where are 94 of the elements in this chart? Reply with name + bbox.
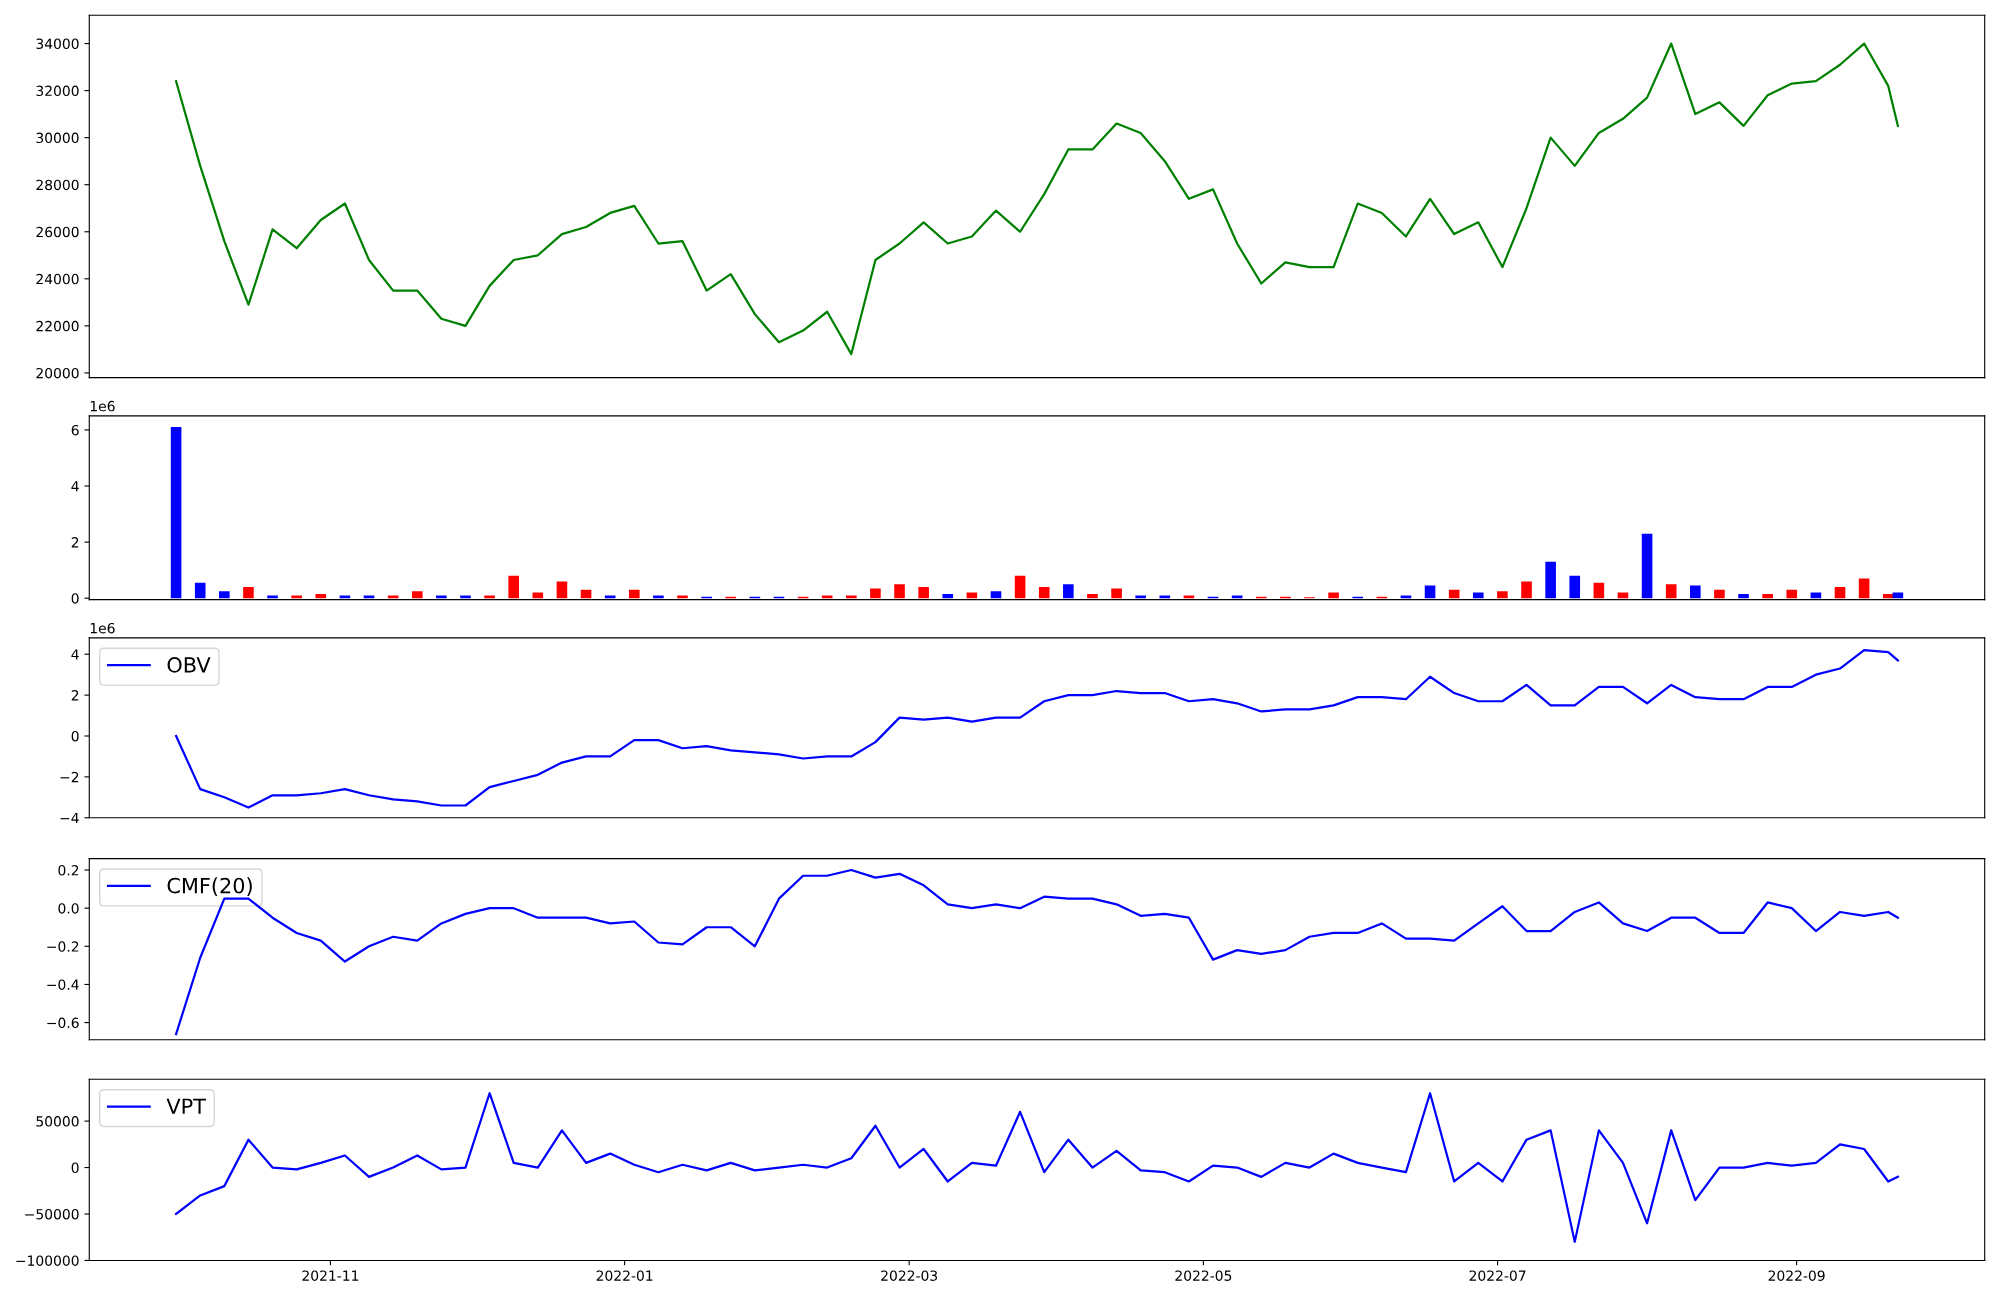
y-tick-label: −0.4	[47, 979, 79, 990]
y-tick-label: 34000	[36, 38, 79, 50]
bar	[411, 591, 423, 599]
bar	[315, 594, 327, 599]
text: 1e6	[90, 400, 115, 412]
bar	[1738, 594, 1749, 599]
bar	[387, 595, 399, 599]
bar	[1834, 586, 1846, 599]
x-tick-label: 2021-11	[302, 1270, 359, 1281]
y-tick-label: 0.2	[58, 865, 79, 876]
bar	[628, 589, 640, 599]
y-tick-label: 22000	[36, 320, 79, 332]
bar	[677, 595, 688, 599]
x-tick-label: 2022-07	[1469, 1270, 1526, 1281]
bar	[556, 581, 568, 599]
bar	[1328, 592, 1339, 599]
bar	[870, 588, 881, 599]
legend-label: CMF(20)	[167, 877, 252, 896]
y-tick-label: −0.2	[47, 941, 79, 952]
y-tick-label: −2	[60, 771, 79, 783]
x-tick-label: 2022-09	[1768, 1270, 1825, 1281]
bar	[1762, 594, 1773, 599]
bar	[1472, 592, 1484, 599]
bar	[918, 586, 929, 599]
y-tick-label: 2	[71, 690, 79, 701]
bar	[1231, 595, 1243, 599]
bar	[436, 595, 447, 599]
bar	[846, 595, 857, 599]
bar	[1014, 575, 1026, 599]
text: 1e6	[90, 622, 115, 634]
legend-label: OBV	[167, 657, 211, 673]
legend-label: VPT	[166, 1098, 206, 1114]
x-tick-label: 2022-05	[1175, 1270, 1232, 1281]
y-tick-label: 28000	[36, 179, 79, 191]
y-tick-label: 26000	[36, 226, 79, 238]
bar	[580, 589, 592, 599]
bar	[363, 595, 375, 599]
bar	[484, 595, 495, 599]
y-tick-label: 0	[71, 1162, 79, 1174]
bar	[219, 591, 230, 599]
bar	[1424, 585, 1436, 599]
bar	[1714, 589, 1725, 599]
bar	[894, 584, 905, 599]
bar	[1135, 595, 1146, 599]
bar	[1786, 589, 1798, 599]
bar	[604, 595, 616, 599]
y-tick-label: −4	[60, 812, 79, 824]
bar	[653, 595, 664, 599]
y-tick-label: −100000	[16, 1255, 79, 1266]
y-tick-label: 50000	[36, 1116, 79, 1127]
y-tick-label: 0	[71, 593, 79, 604]
bar	[1448, 589, 1460, 599]
bar	[1400, 595, 1412, 599]
y-tick-label: 6	[71, 424, 79, 436]
bar	[1569, 575, 1581, 599]
bar	[1183, 595, 1195, 599]
bar	[170, 427, 182, 599]
bar	[267, 595, 278, 599]
bar	[1111, 588, 1122, 599]
bar	[1641, 533, 1653, 599]
bar	[942, 594, 954, 599]
bar	[1521, 581, 1532, 599]
y-tick-label: 2	[71, 537, 79, 548]
bar	[1087, 594, 1098, 599]
bar	[1063, 584, 1074, 599]
y-tick-label: −0.6	[47, 1017, 79, 1029]
y-tick-label: 4	[71, 649, 79, 660]
bar	[1497, 591, 1508, 599]
y-tick-label: 24000	[36, 273, 79, 285]
bar	[194, 582, 206, 599]
bar	[1858, 578, 1870, 599]
y-tick-label: 20000	[36, 367, 79, 379]
y-tick-label: 0	[71, 730, 79, 742]
bar	[1593, 582, 1605, 599]
y-tick-label: 4	[71, 481, 79, 492]
bar	[339, 595, 351, 599]
x-tick-label: 2022-01	[596, 1270, 653, 1281]
y-tick-label: −50000	[25, 1208, 79, 1220]
bar	[291, 595, 302, 599]
bar	[1159, 595, 1171, 599]
y-tick-label: 30000	[36, 132, 79, 144]
bar	[1690, 585, 1701, 599]
bar	[1665, 584, 1677, 599]
bar	[990, 591, 1002, 599]
x-tick-label: 2022-03	[881, 1270, 938, 1281]
y-tick-label: 32000	[36, 85, 79, 97]
line-series	[174, 42, 1899, 356]
bar	[821, 595, 833, 599]
bar	[1038, 586, 1050, 599]
bar	[460, 595, 471, 599]
y-tick-label: 0.0	[58, 903, 79, 914]
bar	[508, 575, 520, 599]
bar	[1545, 561, 1556, 599]
bar	[243, 586, 254, 599]
